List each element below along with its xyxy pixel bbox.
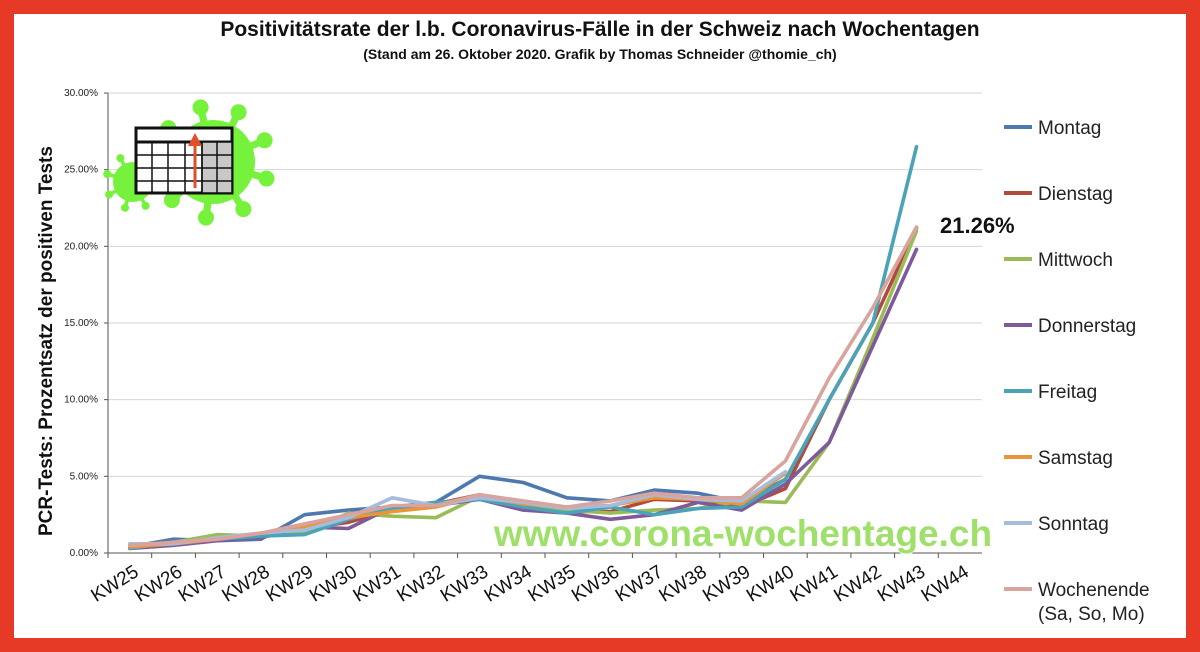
gridlines xyxy=(108,92,982,554)
x-tick-label: KW28 xyxy=(219,561,274,606)
chart-title: Positivitätsrate der l.b. Coronavirus-Fä… xyxy=(220,18,980,41)
chart-frame xyxy=(14,14,1186,638)
x-tick-label: KW35 xyxy=(524,561,579,606)
x-tick-label: KW36 xyxy=(568,561,623,606)
legend-label: Freitag xyxy=(1038,382,1097,403)
x-tick-label: KW44 xyxy=(918,561,973,606)
x-tick-label: KW26 xyxy=(131,561,186,606)
x-tick-label: KW37 xyxy=(612,561,667,606)
x-tick-label: KW41 xyxy=(787,561,842,606)
x-axis-ticks: KW25KW26KW27KW28KW29KW30KW31KW32KW33KW34… xyxy=(87,553,973,607)
series-line-8 xyxy=(128,225,919,548)
x-tick-label: KW25 xyxy=(87,561,142,606)
y-tick-label: 0.00% xyxy=(70,548,98,559)
x-tick-label: KW30 xyxy=(306,561,361,606)
x-tick-label: KW40 xyxy=(743,561,798,606)
watermark-text: www.corona-wochentage.ch xyxy=(493,513,992,554)
y-tick-label: 20.00% xyxy=(64,241,98,252)
legend-label: Dienstag xyxy=(1038,184,1113,205)
legend-label: Mittwoch xyxy=(1038,250,1113,271)
x-tick-label: KW29 xyxy=(262,561,317,606)
y-tick-label: 30.00% xyxy=(64,88,98,99)
chart-subtitle: (Stand am 26. Oktober 2020. Grafik by Th… xyxy=(363,46,837,62)
legend-label: Sonntag xyxy=(1038,514,1109,535)
y-tick-label: 5.00% xyxy=(70,471,98,482)
x-tick-label: KW43 xyxy=(874,561,929,606)
x-tick-label: KW33 xyxy=(437,561,492,606)
legend-label: Wochenende xyxy=(1038,580,1150,601)
y-axis-label: PCR-Tests: Prozentsatz der positiven Tes… xyxy=(36,146,57,536)
up-arrow-icon xyxy=(188,133,202,188)
legend-label: Donnerstag xyxy=(1038,316,1136,337)
legend-label-line2: (Sa, So, Mo) xyxy=(1038,604,1145,625)
y-tick-label: 10.00% xyxy=(64,395,98,406)
x-tick-label: KW31 xyxy=(350,561,405,606)
series-line-5 xyxy=(128,144,919,551)
legend-label: Montag xyxy=(1038,118,1101,139)
legend-label: Samstag xyxy=(1038,448,1113,469)
x-tick-label: KW42 xyxy=(830,561,885,606)
y-axis-ticks: 0.00% 5.00% 10.00% 15.00% 20.00% 25.00% 30.00% xyxy=(64,88,108,559)
x-tick-label: KW32 xyxy=(393,561,448,606)
y-tick-label: 25.00% xyxy=(64,165,98,176)
virus-calendar-icon xyxy=(103,99,275,226)
legend: Montag Dienstag Mittwoch Donnerstag Freitag S… xyxy=(1004,118,1150,625)
x-tick-label: KW27 xyxy=(175,561,230,606)
x-tick-label: KW34 xyxy=(481,561,536,606)
series-line-2 xyxy=(128,226,919,548)
annotation-label: 21.26% xyxy=(940,213,1015,238)
y-tick-label: 15.00% xyxy=(64,318,98,329)
x-tick-label: KW38 xyxy=(656,561,711,606)
x-tick-label: KW39 xyxy=(699,561,754,606)
series-lines xyxy=(128,144,919,551)
calendar-icon xyxy=(134,126,234,195)
